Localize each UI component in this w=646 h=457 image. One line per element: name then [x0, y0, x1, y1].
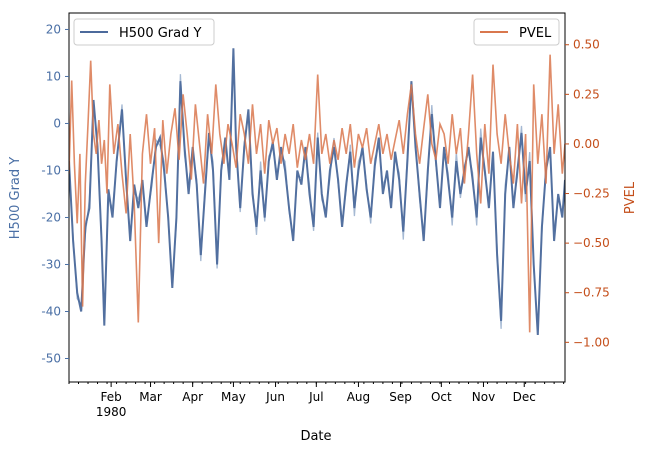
right-axis-label: PVEL — [623, 181, 638, 214]
x-tick-sublabel-0: 1980 — [96, 405, 127, 419]
right-y-tick-label-5: 0.25 — [573, 87, 600, 101]
left-y-tick-label-2: -30 — [41, 257, 61, 271]
left-axis-label: H500 Grad Y — [8, 157, 23, 239]
series-line-1 — [69, 54, 565, 333]
right-y-tick-label-6: 0.50 — [573, 38, 600, 52]
left-y-tick-label-1: -40 — [41, 304, 61, 318]
x-tick-label-8: Oct — [431, 390, 452, 404]
x-tick-label-5: Jul — [308, 390, 323, 404]
left-y-tick-label-5: 0 — [53, 116, 61, 130]
left-y-tick-label-3: -20 — [41, 210, 61, 224]
right-y-tick-label-4: 0.00 — [573, 137, 600, 151]
legend-left-box — [73, 18, 215, 46]
x-tick-label-9: Nov — [472, 390, 495, 404]
x-axis-label: Date — [300, 429, 331, 444]
left-y-tick-label-7: 20 — [46, 22, 61, 36]
plot-layer — [69, 48, 565, 336]
x-tick-label-1: Mar — [139, 390, 162, 404]
left-y-tick-label-4: -10 — [41, 163, 61, 177]
left-y-tick-label-0: -50 — [41, 351, 61, 365]
right-y-tick-label-3: −0.25 — [573, 187, 610, 201]
legend-right: PVEL — [473, 18, 560, 46]
x-tick-label-4: Jun — [265, 390, 285, 404]
x-tick-label-6: Aug — [347, 390, 370, 404]
legend-right-box — [473, 18, 560, 46]
right-y-tick-label-0: −1.00 — [573, 335, 610, 349]
axis-layer: -50 -40 -30 -20 -10 0 10 20 −1.00 −0.75 −0.50 −0.25… — [41, 22, 609, 419]
legend-left-label: H500 Grad Y — [119, 26, 201, 41]
x-tick-label-7: Sep — [389, 390, 412, 404]
right-y-tick-label-2: −0.50 — [573, 236, 610, 250]
plot-frame — [68, 12, 566, 383]
legend-left: H500 Grad Y — [73, 18, 215, 46]
legend-right-label: PVEL — [519, 26, 552, 41]
x-tick-label-3: May — [221, 390, 246, 404]
left-y-tick-label-6: 10 — [46, 69, 61, 83]
x-tick-label-0: Feb — [101, 390, 122, 404]
right-y-tick-label-1: −0.75 — [573, 286, 610, 300]
x-tick-label-2: Apr — [182, 390, 203, 404]
x-tick-label-10: Dec — [513, 390, 536, 404]
